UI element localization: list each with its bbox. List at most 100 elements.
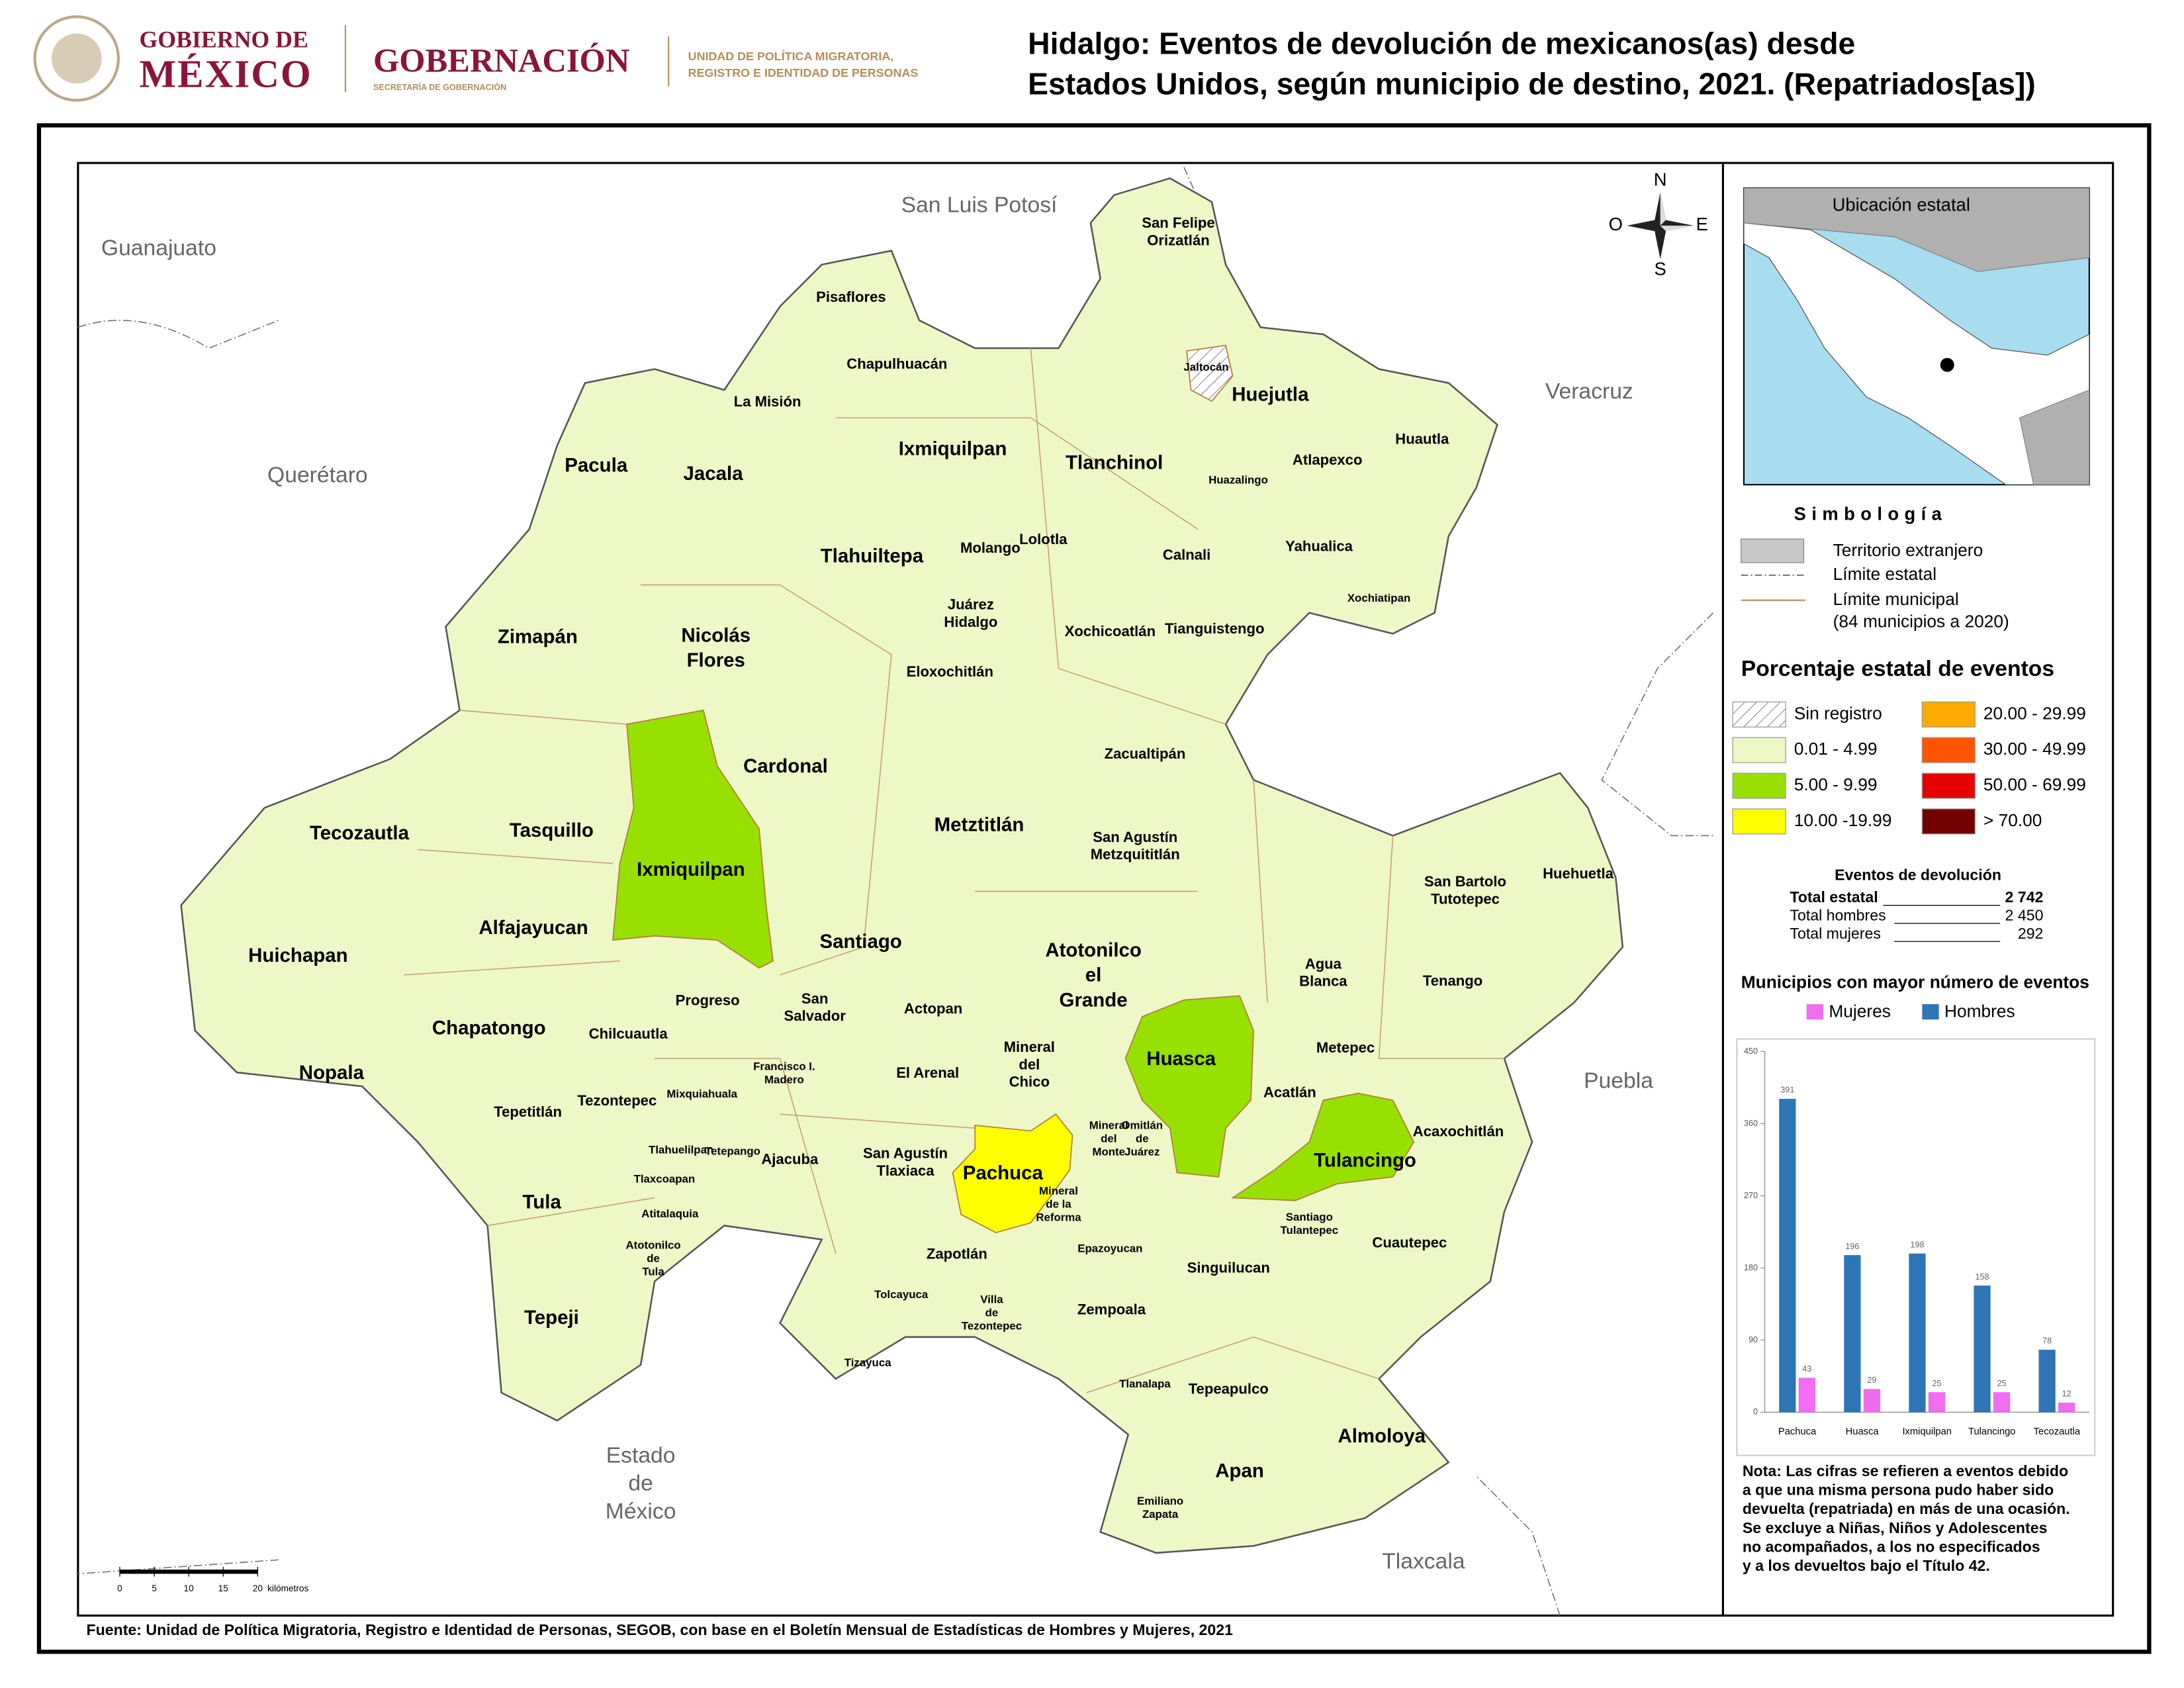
legend-class-swatch <box>1732 737 1786 763</box>
y-tick-label: 90 <box>1749 1335 1758 1344</box>
municipality-label: Epazoyucan <box>1077 1243 1142 1255</box>
state-name: Guanajuato <box>101 236 216 261</box>
legend-class-swatch <box>1732 808 1786 835</box>
municipality-label: Chapatongo <box>432 1017 546 1039</box>
compass-label: E <box>1696 214 1708 234</box>
municipality-label: Huazalingo <box>1208 473 1268 486</box>
municipality-ixmiquilpan <box>612 710 774 969</box>
unit-label: UNIDAD DE POLÍTICA MIGRATORIA, <box>688 49 894 63</box>
municipality-label: Tlahuiltepa <box>821 545 924 567</box>
municipality-label: Metztitlán <box>934 814 1024 835</box>
legend-class-label: > 70.00 <box>1983 810 2042 830</box>
municipality-label: Madero <box>764 1074 804 1086</box>
municipality-tulancingo <box>1230 1092 1415 1201</box>
municipality-label: Omitlán <box>1121 1119 1163 1132</box>
state-name: Puebla <box>1584 1069 1653 1094</box>
municipality-label: Mineral <box>1004 1039 1055 1055</box>
municipality-label: Atotonilco <box>625 1239 680 1251</box>
municipality-label: Nopala <box>299 1062 365 1084</box>
municipality-label: Tepetitlán <box>494 1103 562 1120</box>
bar <box>2038 1349 2056 1413</box>
municipality-huasca <box>1124 995 1254 1178</box>
note-line: a que una misma persona pudo haber sido <box>1743 1481 2054 1499</box>
municipality-label: de la <box>1046 1197 1071 1210</box>
events-title: Eventos de devolución <box>1835 867 2001 884</box>
government-label: GOBIERNO DE <box>139 26 308 52</box>
bar <box>1993 1392 2011 1413</box>
legend-class-swatch <box>1921 773 1976 799</box>
chart-legend-label: Mujeres <box>1829 1002 1891 1021</box>
state-name: Estado <box>606 1444 676 1468</box>
municipality-label: La Misión <box>734 393 801 410</box>
legend-class-swatch <box>1732 701 1786 727</box>
map-title: Estados Unidos, según municipio de desti… <box>1028 67 2036 101</box>
unit-label: REGISTRO E IDENTIDAD DE PERSONAS <box>688 66 919 79</box>
legend-item: Límite municipal <box>1833 589 1959 609</box>
y-tick-label: 360 <box>1744 1119 1758 1128</box>
bar <box>1844 1255 1861 1413</box>
scale-unit: kilómetros <box>267 1583 308 1593</box>
events-value: 2 742 <box>2005 888 2044 906</box>
x-tick-label: Ixmiquilpan <box>1902 1427 1951 1437</box>
map-area: San Luis Potosí Guanajuato Querétaro Veracr… <box>77 167 1714 1616</box>
municipality-label: Huejutla <box>1232 383 1309 405</box>
data-label: 391 <box>1780 1086 1794 1095</box>
municipality-label: Tlahuelilpan <box>649 1143 713 1156</box>
coat-of-arms-center <box>51 33 102 84</box>
bar <box>1909 1253 1926 1413</box>
data-label: 12 <box>2062 1389 2071 1399</box>
municipality-label: Chilcuautla <box>589 1025 668 1042</box>
x-tick-label: Pachuca <box>1778 1427 1817 1437</box>
inset-land <box>1743 222 2090 485</box>
legend-classes-title: Porcentaje estatal de eventos <box>1741 657 2054 681</box>
legend-title: Simbología <box>1794 504 1948 524</box>
government-label: MÉXICO <box>139 52 312 95</box>
municipality-label: San Agustín <box>863 1145 948 1161</box>
municipality-label: Pacula <box>565 455 628 477</box>
bar <box>1779 1098 1796 1413</box>
municipality-label: Huautla <box>1395 431 1449 447</box>
municipal-boundary <box>404 348 1504 1393</box>
legend-class-swatch <box>1921 737 1976 763</box>
state-name: Querétaro <box>267 463 368 487</box>
x-tick-label: Huasca <box>1846 1427 1880 1437</box>
municipality-label: Tezontepec <box>962 1319 1022 1332</box>
municipality-label: Tetepango <box>705 1145 760 1157</box>
legend-class-label: 50.00 - 69.99 <box>1983 774 2086 794</box>
municipality-label: Progreso <box>676 992 740 1009</box>
municipality-label: Jaltocán <box>1183 361 1228 373</box>
legend-class-label: Sin registro <box>1794 703 1882 723</box>
chart-legend-swatch <box>1922 1004 1939 1020</box>
state-name: México <box>606 1499 676 1524</box>
municipality-label: Jacala <box>684 463 744 485</box>
events-label: Total estatal <box>1790 888 1878 906</box>
municipality-label: Atlapexco <box>1293 451 1363 468</box>
municipality-label: San Agustín <box>1093 829 1177 845</box>
map-title: Hidalgo: Eventos de devolución de mexica… <box>1028 26 1855 61</box>
events-label: Total hombres <box>1790 907 1886 924</box>
bar <box>1798 1378 1815 1413</box>
legend-class-swatch <box>1921 808 1976 835</box>
municipality-label: Tizayuca <box>844 1356 891 1369</box>
municipality-label: Zacualtipán <box>1105 745 1186 762</box>
municipality-label: Tepeapulco <box>1189 1381 1269 1397</box>
municipality-label: Cardonal <box>743 755 828 777</box>
municipality-label: Monte <box>1092 1145 1125 1158</box>
municipality-label: Tianguistengo <box>1165 620 1264 637</box>
municipality-label: Tlaxiaca <box>876 1162 934 1179</box>
municipality-label: Tasquillo <box>510 820 594 841</box>
municipality-label: Xochiatipan <box>1347 592 1410 604</box>
municipality-label: del <box>1101 1132 1116 1145</box>
municipality-label: Yahualica <box>1285 538 1353 555</box>
legend-item: Límite estatal <box>1833 564 1936 584</box>
outer-frame <box>36 123 2152 1654</box>
municipality-label: Acatlán <box>1263 1084 1316 1100</box>
municipality-label: Santiago <box>1286 1211 1333 1223</box>
chart-title: Municipios con mayor número de eventos <box>1741 972 2089 992</box>
events-value: 292 <box>2018 925 2044 942</box>
legend-item: (84 municipios a 2020) <box>1833 611 2009 631</box>
data-label: 29 <box>1867 1376 1876 1385</box>
bar <box>1863 1389 1880 1413</box>
scale-label: 10 <box>184 1583 195 1593</box>
